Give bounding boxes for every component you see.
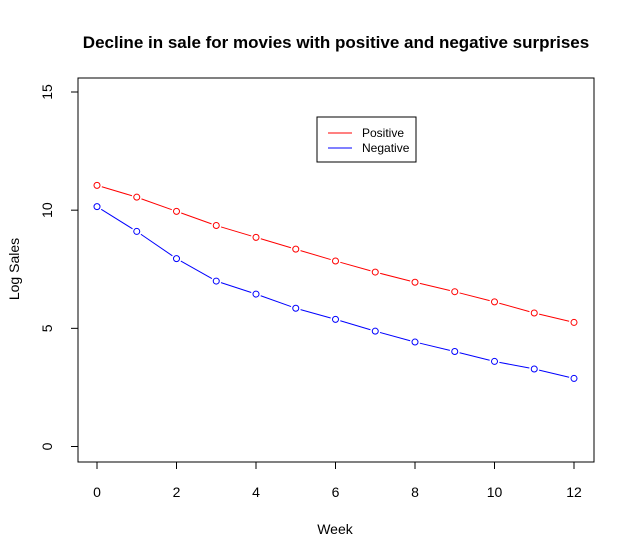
x-tick-label: 12 [566, 484, 582, 500]
series-negative-segment [419, 342, 451, 351]
series-positive-point [451, 288, 459, 296]
series-positive-segment [340, 261, 371, 272]
series-positive-segment [379, 272, 411, 282]
y-tick-label: 15 [39, 84, 55, 100]
y-axis: 0 5 10 15 [39, 84, 79, 450]
x-tick-label: 4 [252, 484, 260, 500]
series-negative [93, 203, 578, 382]
series-negative-segment [499, 361, 530, 369]
series-negative-point [371, 327, 379, 335]
series-positive [93, 181, 578, 326]
series-positive-point [212, 222, 220, 230]
series-positive-segment [260, 238, 292, 249]
series-negative-segment [300, 309, 331, 319]
series-positive-segment [101, 186, 133, 197]
y-axis-label: Log Sales [6, 238, 22, 300]
legend-label-negative: Negative [362, 141, 410, 155]
series-negative-point [93, 203, 101, 211]
series-positive-segment [538, 313, 570, 322]
y-tick-label: 5 [39, 324, 55, 332]
series-positive-point [332, 257, 339, 265]
x-tick-label: 6 [332, 484, 340, 500]
x-axis-label: Week [317, 521, 354, 537]
series-negative-point [292, 304, 300, 312]
series-negative-segment [140, 233, 173, 257]
series-positive-point [133, 193, 141, 201]
series-negative-point [530, 365, 538, 373]
series-positive-segment [141, 198, 172, 211]
series-positive-segment [181, 212, 212, 225]
series-negative-segment [180, 260, 213, 280]
series-negative-segment [379, 332, 411, 342]
series-positive-segment [300, 250, 331, 261]
series-positive-point [173, 207, 180, 215]
series-negative-segment [340, 320, 371, 331]
series-positive-point [292, 245, 300, 253]
series-negative-point [491, 357, 498, 365]
legend-label-positive: Positive [362, 126, 404, 140]
series-negative-point [332, 315, 339, 323]
y-tick-label: 10 [39, 202, 55, 218]
series-negative-point [252, 290, 260, 298]
series-negative-segment [220, 282, 252, 293]
series-negative-segment [260, 295, 292, 308]
chart-title: Decline in sale for movies with positive… [83, 33, 589, 52]
series-negative-segment [100, 208, 133, 230]
x-tick-label: 2 [173, 484, 181, 500]
legend-box [316, 116, 417, 163]
series-negative-point [411, 338, 419, 346]
series-positive-segment [499, 302, 530, 313]
x-tick-label: 10 [487, 484, 503, 500]
series-positive-point [411, 278, 419, 286]
series-positive-point [371, 268, 379, 276]
series-positive-point [530, 309, 538, 317]
series-positive-point [252, 233, 260, 241]
series-layer [93, 181, 578, 382]
series-positive-point [93, 181, 101, 189]
series-positive-segment [419, 282, 451, 292]
x-tick-label: 8 [411, 484, 419, 500]
series-negative-segment [459, 352, 490, 361]
series-negative-segment [538, 369, 570, 378]
series-negative-point [451, 347, 459, 355]
x-tick-label: 0 [93, 484, 101, 500]
series-negative-point [173, 255, 180, 263]
series-positive-point [570, 318, 578, 326]
series-negative-point [570, 374, 578, 382]
series-positive-point [491, 298, 498, 306]
series-positive-segment [220, 226, 252, 237]
y-tick-label: 0 [39, 442, 55, 450]
series-positive-segment [459, 292, 490, 302]
x-axis: 0 2 4 6 8 10 12 [93, 461, 582, 500]
series-negative-point [133, 227, 141, 235]
series-negative-point [212, 277, 220, 285]
